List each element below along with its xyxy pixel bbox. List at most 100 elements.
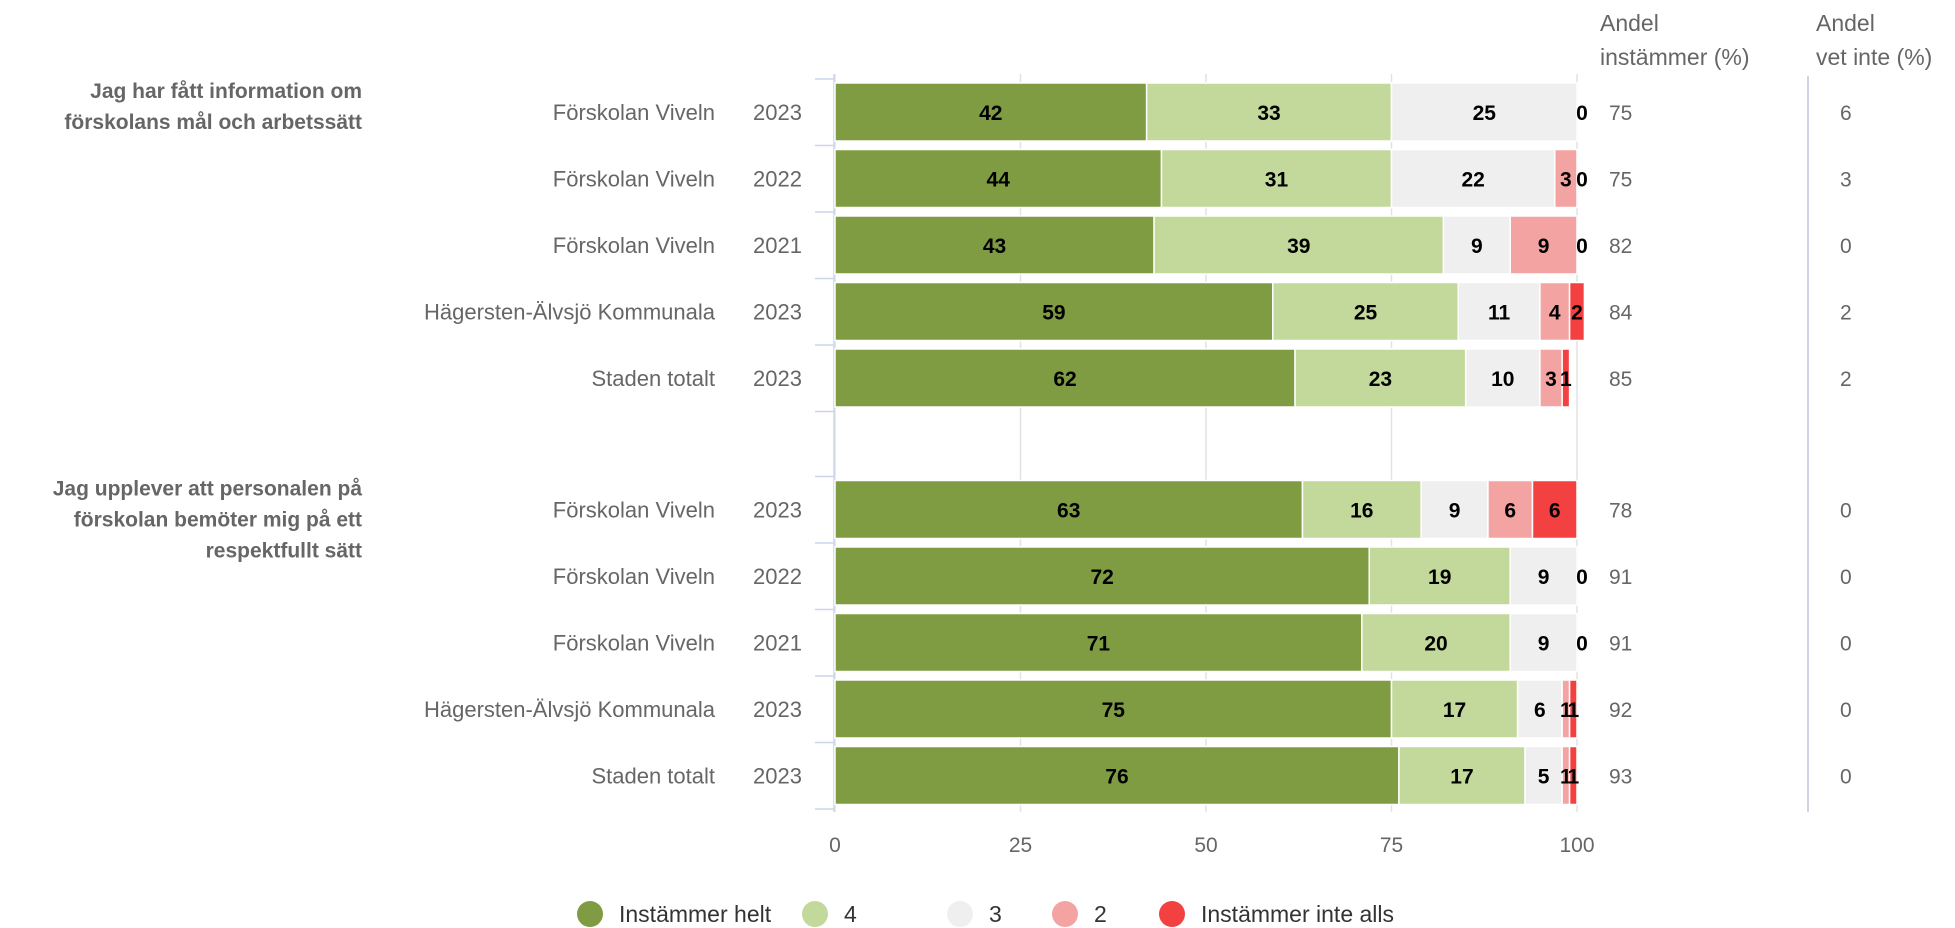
bar-segment: [834, 82, 1148, 142]
legend-label: 2: [1094, 901, 1107, 927]
row-unit-label: Förskolan Viveln: [553, 498, 715, 523]
data-label: 0: [1576, 169, 1588, 192]
andel-vet-inte-value: 0: [1840, 235, 1852, 258]
row-unit-label: Hägersten-Älvsjö Kommunala: [424, 697, 716, 722]
row-unit-label: Hägersten-Älvsjö Kommunala: [424, 300, 716, 325]
legend-swatch: [947, 901, 973, 927]
data-label: 4: [1549, 302, 1561, 325]
andel-vet-inte-header-line2: vet inte (%): [1816, 44, 1932, 70]
bar-segment: [1568, 281, 1586, 342]
legend-swatch: [802, 901, 828, 927]
data-label: 62: [1053, 368, 1076, 391]
row-year-label: 2022: [753, 167, 802, 192]
data-label: 6: [1549, 500, 1561, 523]
data-label: 19: [1428, 566, 1451, 589]
bar-segment: [1390, 148, 1556, 209]
andel-instammer-header-line1: Andel: [1600, 10, 1659, 36]
data-label: 9: [1449, 500, 1461, 523]
bar-segment: [834, 215, 1155, 275]
x-tick-label: 25: [1009, 834, 1032, 857]
data-label: 5: [1538, 766, 1550, 789]
data-label: 1: [1567, 766, 1579, 789]
row-year-label: 2022: [753, 564, 802, 589]
data-label: 72: [1090, 566, 1113, 589]
row-unit-label: Staden totalt: [591, 366, 715, 391]
andel-instammer-value: 84: [1609, 302, 1633, 325]
bar-segment: [1509, 612, 1578, 673]
legend-item[interactable]: 3: [947, 901, 1002, 927]
legend: Instämmer helt 4 3 2 Instämmer inte alls: [577, 901, 1394, 927]
data-label: 17: [1443, 699, 1466, 722]
data-label: 9: [1538, 235, 1550, 258]
row-year-label: 2023: [753, 100, 802, 125]
row-year-label: 2023: [753, 697, 802, 722]
data-label: 0: [1576, 235, 1588, 258]
row-unit-label: Förskolan Viveln: [553, 564, 715, 589]
bar-segment: [834, 612, 1363, 673]
row-year-label: 2023: [753, 300, 802, 325]
data-label: 1: [1567, 699, 1579, 722]
legend-item[interactable]: 2: [1052, 901, 1107, 927]
data-label: 9: [1471, 235, 1483, 258]
bar-segment: [1539, 281, 1571, 342]
legend-label: Instämmer helt: [619, 901, 772, 927]
legend-item[interactable]: Instämmer inte alls: [1159, 901, 1394, 927]
data-label: 3: [1560, 169, 1572, 192]
data-label: 23: [1369, 368, 1392, 391]
data-label: 25: [1473, 102, 1497, 125]
row-year-label: 2023: [753, 764, 802, 789]
bar-segment: [1390, 82, 1578, 142]
bar-segment: [1568, 679, 1578, 739]
bar-segment: [1368, 546, 1511, 606]
row-unit-label: Förskolan Viveln: [553, 167, 715, 192]
data-label: 63: [1057, 500, 1080, 523]
data-label: 1: [1560, 368, 1572, 391]
andel-vet-inte-value: 0: [1840, 699, 1852, 722]
question-label: respektfullt sätt: [206, 540, 362, 563]
bar-segment: [1301, 479, 1422, 540]
data-label: 17: [1450, 766, 1473, 789]
question-label: Jag upplever att personalen på: [53, 478, 363, 501]
bar-segment: [1398, 745, 1526, 806]
legend-label: Instämmer inte alls: [1201, 901, 1394, 927]
bar-segment: [1509, 546, 1578, 606]
data-label: 6: [1504, 500, 1516, 523]
andel-vet-inte-value: 0: [1840, 500, 1852, 523]
andel-instammer-value: 91: [1609, 566, 1632, 589]
data-label: 9: [1538, 566, 1550, 589]
data-label: 20: [1424, 633, 1447, 656]
bar-segment: [834, 348, 1296, 408]
bar-segment: [834, 281, 1274, 342]
data-label: 11: [1488, 302, 1511, 325]
data-label: 22: [1461, 169, 1484, 192]
andel-instammer-value: 75: [1609, 102, 1632, 125]
bar-segment: [1568, 745, 1578, 806]
legend-item[interactable]: Instämmer helt: [577, 901, 772, 927]
x-tick-label: 100: [1559, 834, 1594, 857]
andel-instammer-value: 82: [1609, 235, 1632, 258]
data-label: 10: [1491, 368, 1514, 391]
bar-segment: [1553, 148, 1578, 209]
andel-instammer-value: 78: [1609, 500, 1632, 523]
andel-instammer-value: 91: [1609, 633, 1632, 656]
legend-swatch: [1159, 901, 1185, 927]
bar-segment: [834, 745, 1400, 806]
data-label: 75: [1102, 699, 1126, 722]
andel-instammer-value: 93: [1609, 766, 1632, 789]
data-label: 33: [1257, 102, 1280, 125]
bar-segment: [1145, 82, 1393, 142]
legend-label: 3: [989, 901, 1002, 927]
bar-segment: [834, 679, 1393, 739]
data-label: 59: [1042, 302, 1065, 325]
bar-segment: [834, 546, 1370, 606]
bar-segment: [1361, 612, 1511, 673]
bar-segment: [1420, 479, 1489, 540]
bar-segment: [834, 479, 1304, 540]
row-unit-label: Förskolan Viveln: [553, 631, 715, 656]
legend-item[interactable]: 4: [802, 901, 857, 927]
andel-instammer-header-line2: instämmer (%): [1600, 44, 1750, 70]
data-label: 76: [1105, 766, 1128, 789]
data-label: 43: [983, 235, 1006, 258]
question-groups: Jag har fått information om förskolans må…: [53, 80, 363, 563]
